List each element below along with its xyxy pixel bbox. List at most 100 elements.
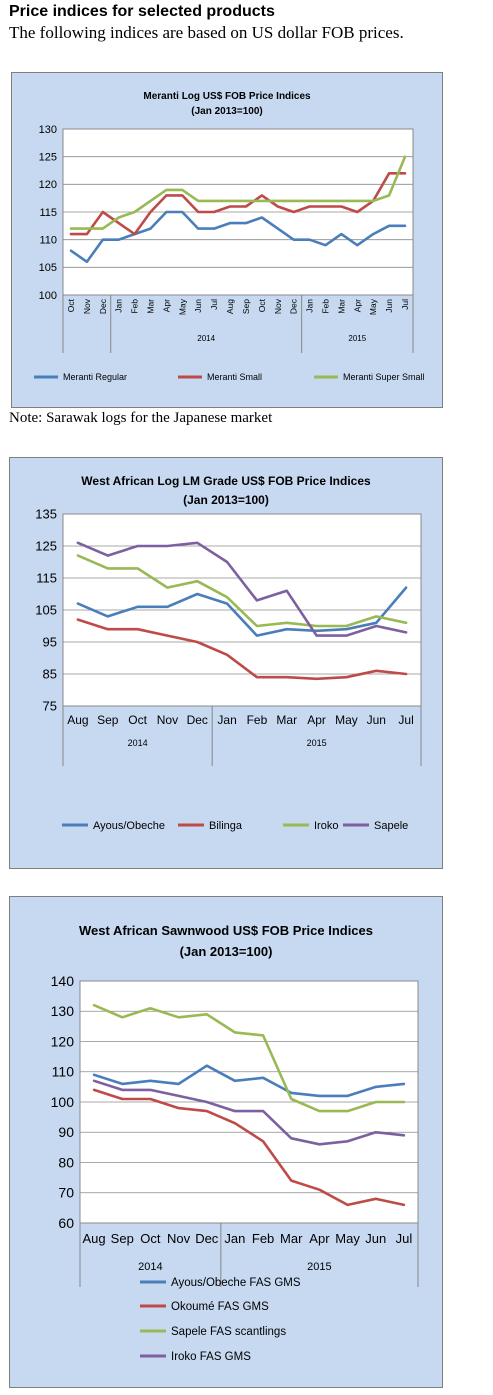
chart-title: West African Log LM Grade US$ FOB Price … bbox=[81, 474, 371, 488]
chart-panel-west-african-sawnwood: West African Sawnwood US$ FOB Price Indi… bbox=[9, 896, 443, 1388]
page-heading: Price indices for selected products bbox=[9, 3, 275, 20]
legend-label: Meranti Regular bbox=[63, 372, 127, 382]
series-line bbox=[76, 541, 408, 637]
chart-panel-west-african-log: West African Log LM Grade US$ FOB Price … bbox=[9, 457, 443, 869]
series-line bbox=[92, 1003, 406, 1113]
y-tick-label: 140 bbox=[51, 973, 75, 989]
x-tick-label: Jan bbox=[224, 1231, 245, 1246]
x-tick-label: Apr bbox=[307, 713, 326, 727]
x-tick-label: Sep bbox=[111, 1231, 134, 1246]
x-tick-label: Sep bbox=[241, 299, 251, 314]
x-tick-label: Dec bbox=[195, 1231, 219, 1246]
x-tick-label: Sep bbox=[97, 713, 119, 727]
legend-label: Okoumé FAS GMS bbox=[171, 1301, 269, 1313]
y-tick-label: 100 bbox=[39, 290, 57, 302]
y-tick-label: 115 bbox=[39, 207, 57, 219]
y-tick-label: 75 bbox=[43, 699, 57, 714]
x-tick-label: Oct bbox=[128, 713, 147, 727]
year-label: 2014 bbox=[128, 738, 148, 748]
y-tick-label: 125 bbox=[35, 539, 57, 554]
x-tick-label: Oct bbox=[257, 298, 267, 312]
chart-title: Meranti Log US$ FOB Price Indices bbox=[143, 91, 311, 102]
y-tick-label: 95 bbox=[43, 635, 57, 650]
legend-label: Bilinga bbox=[209, 820, 243, 832]
x-tick-label: May bbox=[368, 298, 378, 315]
x-tick-label: Jan bbox=[217, 713, 236, 727]
chart-meranti-svg: Meranti Log US$ FOB Price Indices (Jan 20… bbox=[34, 91, 425, 382]
y-tick-label: 105 bbox=[35, 603, 57, 618]
y-tick-label: 110 bbox=[39, 235, 57, 247]
y-tick-label: 105 bbox=[39, 262, 57, 274]
series-line bbox=[76, 554, 408, 628]
x-tick-label: Jul bbox=[398, 713, 413, 727]
x-tick-label: Mar bbox=[276, 713, 297, 727]
x-tick-label: May bbox=[335, 713, 358, 727]
y-tick-label: 85 bbox=[43, 667, 57, 682]
chart-subtitle: (Jan 2013=100) bbox=[183, 493, 269, 507]
legend-label: Iroko bbox=[314, 820, 338, 832]
x-tick-label: Apr bbox=[352, 299, 362, 312]
x-tick-label: Oct bbox=[140, 1231, 161, 1246]
y-tick-label: 120 bbox=[51, 1033, 75, 1049]
chart-west-african-sawnwood-svg: West African Sawnwood US$ FOB Price Indi… bbox=[51, 923, 419, 1363]
x-tick-label: Jun bbox=[384, 299, 394, 313]
x-tick-label: May bbox=[177, 298, 187, 315]
chart-panel-meranti: Meranti Log US$ FOB Price Indices (Jan 20… bbox=[11, 72, 443, 408]
x-tick-label: Jul bbox=[209, 299, 219, 310]
legend-label: Meranti Small bbox=[207, 372, 262, 382]
series-line bbox=[69, 155, 407, 230]
series-line bbox=[92, 1088, 406, 1207]
year-label: 2015 bbox=[348, 334, 366, 343]
y-tick-label: 130 bbox=[51, 1003, 75, 1019]
x-tick-label: Nov bbox=[167, 1231, 191, 1246]
y-tick-label: 115 bbox=[36, 571, 57, 586]
x-tick-label: Jan bbox=[114, 299, 124, 313]
legend-label: Iroko FAS GMS bbox=[171, 1351, 251, 1363]
y-tick-label: 135 bbox=[35, 507, 57, 522]
x-tick-label: Jun bbox=[367, 713, 386, 727]
y-tick-label: 120 bbox=[39, 179, 57, 191]
x-tick-label: Aug bbox=[67, 713, 88, 727]
x-tick-label: Dec bbox=[187, 713, 208, 727]
x-tick-label: Dec bbox=[289, 298, 299, 314]
x-tick-label: Apr bbox=[309, 1231, 330, 1246]
y-tick-label: 110 bbox=[52, 1064, 75, 1080]
x-tick-label: Jan bbox=[305, 299, 315, 313]
series-line bbox=[69, 172, 407, 236]
x-tick-label: Jul bbox=[400, 299, 410, 310]
y-tick-label: 60 bbox=[58, 1215, 74, 1231]
year-label: 2014 bbox=[197, 334, 215, 343]
year-label: 2015 bbox=[307, 738, 327, 748]
x-tick-label: Apr bbox=[161, 299, 171, 312]
series-line bbox=[76, 618, 408, 681]
series-line bbox=[69, 210, 407, 264]
x-tick-label: Feb bbox=[252, 1231, 274, 1246]
x-tick-label: Aug bbox=[225, 299, 235, 314]
x-tick-label: Jul bbox=[396, 1231, 413, 1246]
x-tick-label: Nov bbox=[157, 713, 178, 727]
x-tick-label: Mar bbox=[336, 299, 346, 314]
note-text: Note: Sarawak logs for the Japanese mark… bbox=[9, 410, 273, 426]
x-tick-label: Jun bbox=[365, 1231, 386, 1246]
year-label: 2014 bbox=[138, 1261, 162, 1273]
x-tick-label: Aug bbox=[83, 1231, 106, 1246]
x-tick-label: Feb bbox=[247, 713, 268, 727]
legend-label: Sapele bbox=[374, 820, 408, 832]
page-subheading: The following indices are based on US do… bbox=[9, 23, 404, 42]
x-tick-label: Feb bbox=[130, 299, 140, 314]
y-tick-label: 70 bbox=[58, 1185, 74, 1201]
x-tick-label: Mar bbox=[280, 1231, 303, 1246]
year-label: 2015 bbox=[307, 1261, 331, 1273]
x-tick-label: Mar bbox=[146, 299, 156, 314]
x-tick-label: Jun bbox=[193, 299, 203, 313]
y-tick-label: 130 bbox=[39, 124, 57, 136]
x-tick-label: May bbox=[335, 1231, 360, 1246]
legend-label: Sapele FAS scantlings bbox=[171, 1326, 286, 1338]
legend-label: Ayous/Obeche bbox=[93, 820, 165, 832]
x-tick-label: Oct bbox=[66, 298, 76, 312]
y-tick-label: 90 bbox=[58, 1124, 74, 1140]
x-tick-label: Nov bbox=[82, 298, 92, 314]
x-tick-label: Dec bbox=[98, 298, 108, 314]
series-line bbox=[92, 1079, 406, 1146]
chart-subtitle: (Jan 2013=100) bbox=[191, 106, 262, 117]
